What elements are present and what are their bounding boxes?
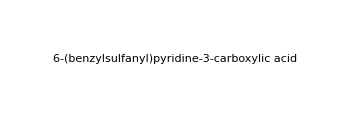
Text: 6-(benzylsulfanyl)pyridine-3-carboxylic acid: 6-(benzylsulfanyl)pyridine-3-carboxylic … — [53, 53, 297, 63]
